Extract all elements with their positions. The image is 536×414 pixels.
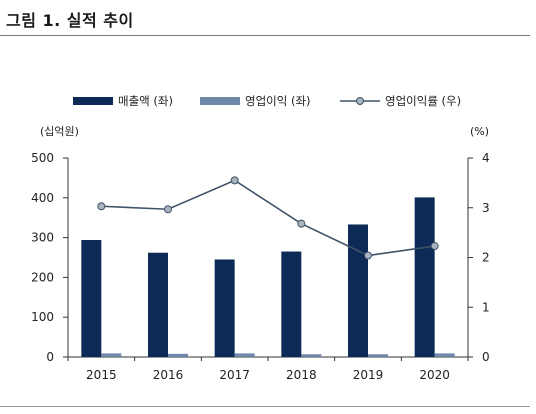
op-margin-line <box>101 179 435 257</box>
legend-label-op-margin: 영업이익률 (우) <box>385 94 461 108</box>
left-axis-unit: (십억원) <box>40 125 79 138</box>
legend-label-sales: 매출액 (좌) <box>118 94 173 108</box>
right-tick-label: 0 <box>482 350 490 364</box>
right-tick-label: 2 <box>482 251 490 265</box>
legend-label-op-profit: 영업이익 (좌) <box>245 94 311 108</box>
left-tick-label: 100 <box>31 310 54 324</box>
left-tick-label: 200 <box>31 270 54 284</box>
right-tick-label: 4 <box>482 151 490 165</box>
x-tick-label: 2018 <box>286 368 317 382</box>
x-tick-label: 2020 <box>419 368 450 382</box>
right-tick-label: 1 <box>482 300 490 314</box>
op-margin-point-2016 <box>164 205 172 214</box>
legend-swatch-op-profit <box>200 97 240 105</box>
x-tick-label: 2017 <box>219 368 250 382</box>
sales-bar-2018 <box>281 251 302 357</box>
op-profit-bar-2018 <box>301 354 322 357</box>
legend-swatch-op-margin-marker <box>356 97 364 105</box>
op-margin-point-2019 <box>364 251 372 260</box>
op-profit-bar-2015 <box>101 353 122 357</box>
op-profit-bar-2016 <box>168 353 188 357</box>
right-tick-label: 3 <box>482 201 490 215</box>
op-margin-point-2018 <box>297 219 306 228</box>
op-margin-point-2015 <box>97 202 106 211</box>
right-axis-unit: (%) <box>470 125 489 138</box>
sales-bar-2017 <box>214 259 235 357</box>
left-tick-label: 0 <box>46 350 54 364</box>
op-margin-point-2020 <box>430 242 439 251</box>
sales-bar-2019 <box>348 224 368 357</box>
x-tick-label: 2019 <box>353 368 384 382</box>
left-tick-label: 400 <box>31 191 54 205</box>
legend-swatch-sales <box>73 97 113 105</box>
sales-bar-2016 <box>148 252 168 357</box>
op-profit-bar-2020 <box>434 353 455 357</box>
sales-bar-2020 <box>414 197 435 357</box>
left-tick-label: 500 <box>31 151 54 165</box>
sales-bar-2015 <box>81 239 102 357</box>
x-tick-label: 2016 <box>153 368 184 382</box>
op-profit-bar-2017 <box>234 353 255 357</box>
op-margin-point-2017 <box>230 176 239 185</box>
op-profit-bar-2019 <box>368 354 388 357</box>
source-divider <box>0 406 530 407</box>
figure-title: 그림 1. 실적 추이 <box>6 11 134 30</box>
title-divider <box>0 35 530 36</box>
left-tick-label: 300 <box>31 231 54 245</box>
x-tick-label: 2015 <box>86 368 117 382</box>
